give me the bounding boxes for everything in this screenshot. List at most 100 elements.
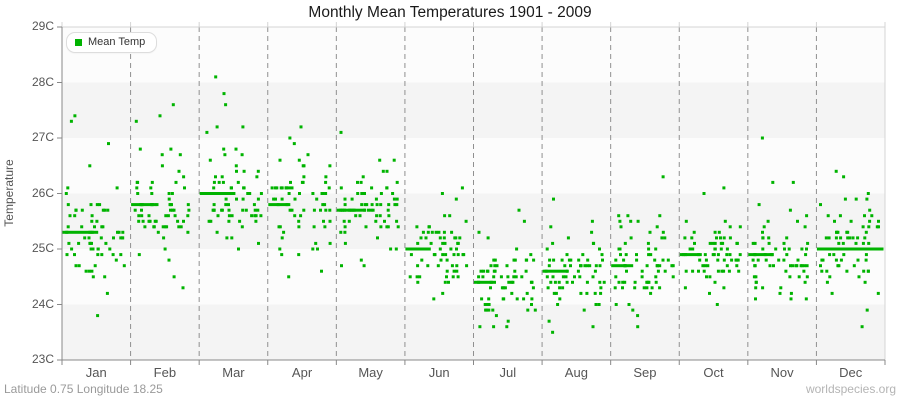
data-point — [725, 253, 729, 257]
data-point — [293, 214, 297, 218]
data-point — [343, 225, 347, 229]
data-point — [481, 275, 485, 279]
data-point — [205, 130, 209, 134]
data-point — [483, 303, 487, 306]
data-point — [202, 192, 206, 195]
data-point — [601, 258, 604, 262]
data-point — [301, 164, 305, 168]
data-point — [183, 186, 186, 190]
data-point — [708, 291, 711, 295]
data-point — [561, 286, 565, 290]
data-point — [713, 241, 717, 245]
data-point — [391, 192, 395, 195]
data-point — [549, 225, 553, 229]
data-point — [323, 225, 327, 229]
data-point — [178, 153, 182, 157]
data-point — [416, 264, 420, 268]
data-point — [716, 258, 720, 262]
data-point — [734, 258, 738, 262]
data-point — [169, 208, 172, 212]
data-point — [288, 136, 292, 140]
chart-title: Monthly Mean Temperatures 1901 - 2009 — [308, 4, 592, 21]
data-point — [339, 230, 343, 234]
data-point — [565, 280, 569, 284]
data-point — [96, 253, 100, 257]
data-point — [177, 169, 181, 173]
data-point — [74, 208, 78, 212]
data-point — [788, 208, 792, 212]
data-point — [392, 158, 396, 162]
data-point — [212, 203, 216, 207]
data-point — [860, 325, 864, 329]
data-point — [767, 236, 771, 240]
data-point — [412, 247, 416, 251]
data-point — [395, 180, 399, 184]
data-point — [209, 219, 213, 223]
data-point — [327, 186, 331, 190]
data-point — [375, 214, 379, 218]
data-point — [290, 186, 294, 190]
data-point — [738, 225, 742, 229]
data-point — [636, 314, 640, 318]
data-point — [370, 203, 374, 207]
data-point — [703, 264, 707, 268]
data-point — [723, 219, 727, 223]
data-point — [452, 253, 456, 257]
data-point — [359, 258, 363, 262]
data-point — [511, 280, 515, 284]
data-point — [683, 286, 687, 290]
data-point — [324, 175, 328, 179]
data-point — [834, 236, 838, 240]
data-point — [764, 258, 768, 262]
data-point — [839, 258, 843, 262]
data-point — [244, 208, 248, 212]
data-point — [629, 236, 633, 240]
data-point — [84, 269, 88, 273]
data-point — [533, 308, 537, 312]
data-point — [558, 297, 562, 301]
data-point — [323, 203, 327, 207]
data-point — [454, 236, 458, 240]
data-point — [173, 214, 177, 218]
data-point — [172, 275, 176, 279]
data-point — [259, 192, 263, 195]
data-point — [552, 197, 555, 201]
data-point — [442, 230, 446, 234]
data-point — [558, 286, 562, 290]
data-point — [394, 247, 398, 251]
data-point — [443, 241, 447, 245]
data-point — [832, 253, 836, 257]
month-points-Jul — [474, 208, 537, 329]
data-point — [722, 236, 726, 240]
data-point — [348, 208, 352, 212]
data-point — [489, 264, 493, 268]
data-point — [389, 247, 393, 251]
data-point — [108, 247, 112, 251]
data-point — [557, 280, 561, 284]
data-point — [379, 192, 383, 195]
data-point — [661, 230, 665, 234]
data-point — [642, 286, 646, 290]
data-point — [617, 280, 621, 284]
data-point — [505, 264, 509, 268]
data-point — [445, 275, 448, 279]
data-point — [70, 247, 74, 251]
data-point — [551, 275, 555, 279]
x-tick-label: Apr — [291, 365, 313, 380]
data-point — [227, 219, 231, 223]
data-point — [255, 175, 259, 179]
data-point — [343, 241, 347, 245]
data-point — [395, 203, 399, 207]
data-point — [182, 175, 186, 179]
data-point — [284, 186, 288, 190]
data-point — [89, 247, 93, 251]
data-point — [392, 197, 396, 201]
data-point — [80, 208, 84, 212]
data-point — [791, 264, 795, 268]
data-point — [648, 230, 652, 234]
data-point — [90, 230, 94, 234]
data-point — [591, 275, 595, 279]
data-point — [80, 225, 84, 229]
data-point — [182, 219, 185, 223]
